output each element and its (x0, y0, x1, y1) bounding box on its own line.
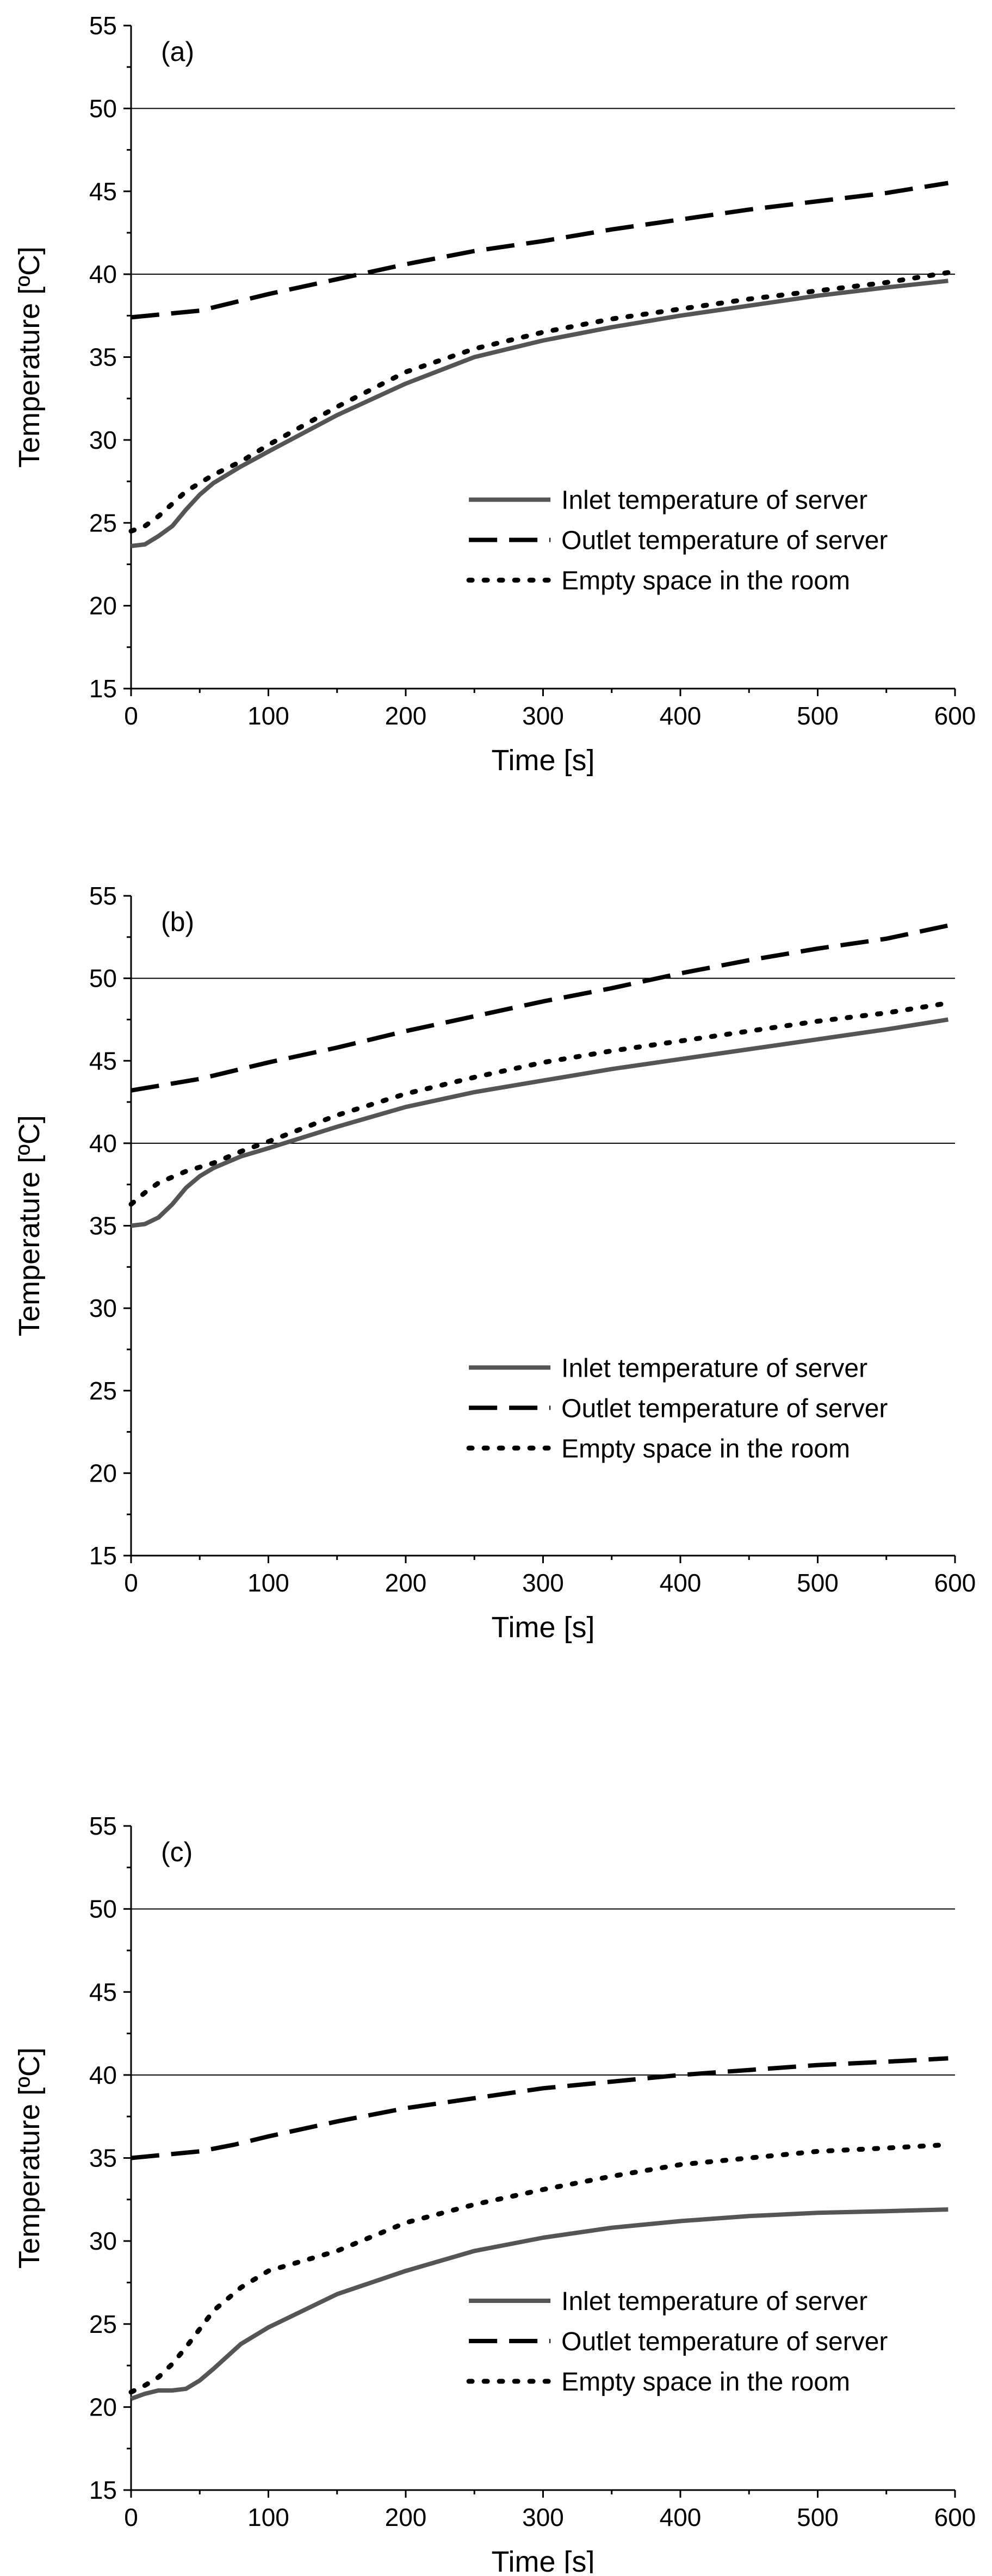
y-axis-title: Temperature [ºC] (13, 2047, 46, 2269)
y-tick-label: 25 (89, 2310, 117, 2338)
series-line-dotted (128, 270, 951, 534)
legend-label: Inlet temperature of server (561, 486, 867, 515)
y-tick-label: 15 (89, 674, 117, 703)
y-tick-label: 45 (89, 1046, 117, 1075)
x-tick-label: 100 (247, 2503, 289, 2531)
x-tick-label: 200 (385, 2503, 427, 2531)
y-tick-label: 30 (89, 1294, 117, 1322)
legend-label: Inlet temperature of server (561, 2287, 867, 2316)
y-tick-label: 20 (89, 1459, 117, 1487)
y-tick-label: 25 (89, 509, 117, 537)
x-axis-title: Time [s] (491, 2546, 594, 2573)
y-tick-label: 40 (89, 2061, 117, 2089)
x-tick-label: 300 (522, 1569, 564, 1597)
legend-label: Outlet temperature of server (561, 2327, 888, 2356)
series-line-dotted (128, 1000, 951, 1207)
series-line-dashed (131, 923, 949, 1093)
y-tick-label: 50 (89, 94, 117, 122)
y-tick-label: 25 (89, 1377, 117, 1405)
x-axis-title: Time [s] (491, 1611, 594, 1644)
x-tick-label: 200 (385, 1569, 427, 1597)
x-tick-label: 300 (522, 702, 564, 730)
y-tick-label: 40 (89, 1129, 117, 1157)
panel-label: (c) (161, 1837, 193, 1867)
series-line-solid (131, 1017, 949, 1228)
y-tick-label: 55 (89, 11, 117, 40)
chart-panel-1: 15 20 25 30 35 40 45 50 55 0 100 200 300 400 500 600 Tim… (13, 11, 976, 777)
x-tick-label: 600 (934, 2503, 976, 2531)
x-tick-label: 500 (797, 702, 839, 730)
y-tick-label: 50 (89, 964, 117, 993)
series-line-solid (130, 2207, 948, 2401)
x-tick-label: 200 (385, 702, 427, 730)
x-tick-label: 600 (934, 1569, 976, 1597)
x-tick-label: 0 (124, 2503, 138, 2531)
legend-label: Outlet temperature of server (561, 1394, 888, 1423)
x-tick-label: 500 (797, 1569, 839, 1597)
legend-label: Empty space in the room (561, 567, 850, 596)
y-tick-label: 20 (89, 2393, 117, 2421)
x-tick-label: 500 (797, 2503, 839, 2531)
series-line-solid (131, 278, 948, 548)
x-axis-title: Time [s] (491, 744, 594, 777)
y-tick-label: 40 (89, 260, 117, 288)
y-tick-label: 35 (89, 343, 117, 371)
panel-label: (b) (161, 907, 194, 937)
y-tick-label: 55 (89, 882, 117, 910)
legend-label: Outlet temperature of server (561, 527, 888, 555)
legend-label: Empty space in the room (561, 2368, 850, 2397)
x-tick-label: 400 (660, 702, 702, 730)
y-tick-label: 30 (89, 2227, 117, 2255)
y-axis-title: Temperature [ºC] (13, 1115, 46, 1336)
series-line-dashed (131, 181, 949, 320)
y-tick-label: 45 (89, 1978, 117, 2006)
legend-label: Empty space in the room (561, 1434, 850, 1463)
series-line-dotted (128, 2142, 951, 2395)
y-tick-label: 35 (89, 2144, 117, 2172)
x-tick-label: 100 (247, 702, 289, 730)
y-tick-label: 50 (89, 1895, 117, 1923)
y-axis-title: Temperature [ºC] (13, 246, 46, 468)
x-tick-label: 600 (934, 702, 976, 730)
y-tick-label: 35 (89, 1212, 117, 1240)
y-tick-label: 45 (89, 177, 117, 206)
x-tick-label: 0 (124, 702, 138, 730)
chart-panel-3: 15 20 25 30 35 40 45 50 55 0 100 200 300 400 500 600 Tim… (13, 1812, 976, 2576)
y-tick-label: 30 (89, 426, 117, 454)
x-tick-label: 0 (124, 1569, 138, 1597)
y-tick-label: 15 (89, 1541, 117, 1570)
y-tick-label: 55 (89, 1812, 117, 1840)
y-tick-label: 15 (89, 2476, 117, 2504)
legend-label: Inlet temperature of server (561, 1354, 867, 1383)
x-tick-label: 300 (522, 2503, 564, 2531)
x-tick-label: 100 (247, 1569, 289, 1597)
y-tick-label: 20 (89, 592, 117, 620)
series-line-dashed (131, 2056, 948, 2160)
x-tick-label: 400 (660, 1569, 702, 1597)
x-tick-label: 400 (660, 2503, 702, 2531)
chart-panel-2: 15 20 25 30 35 40 45 50 55 0 100 200 300 400 500 600 Tim… (13, 882, 976, 1644)
panel-label: (a) (161, 36, 194, 67)
